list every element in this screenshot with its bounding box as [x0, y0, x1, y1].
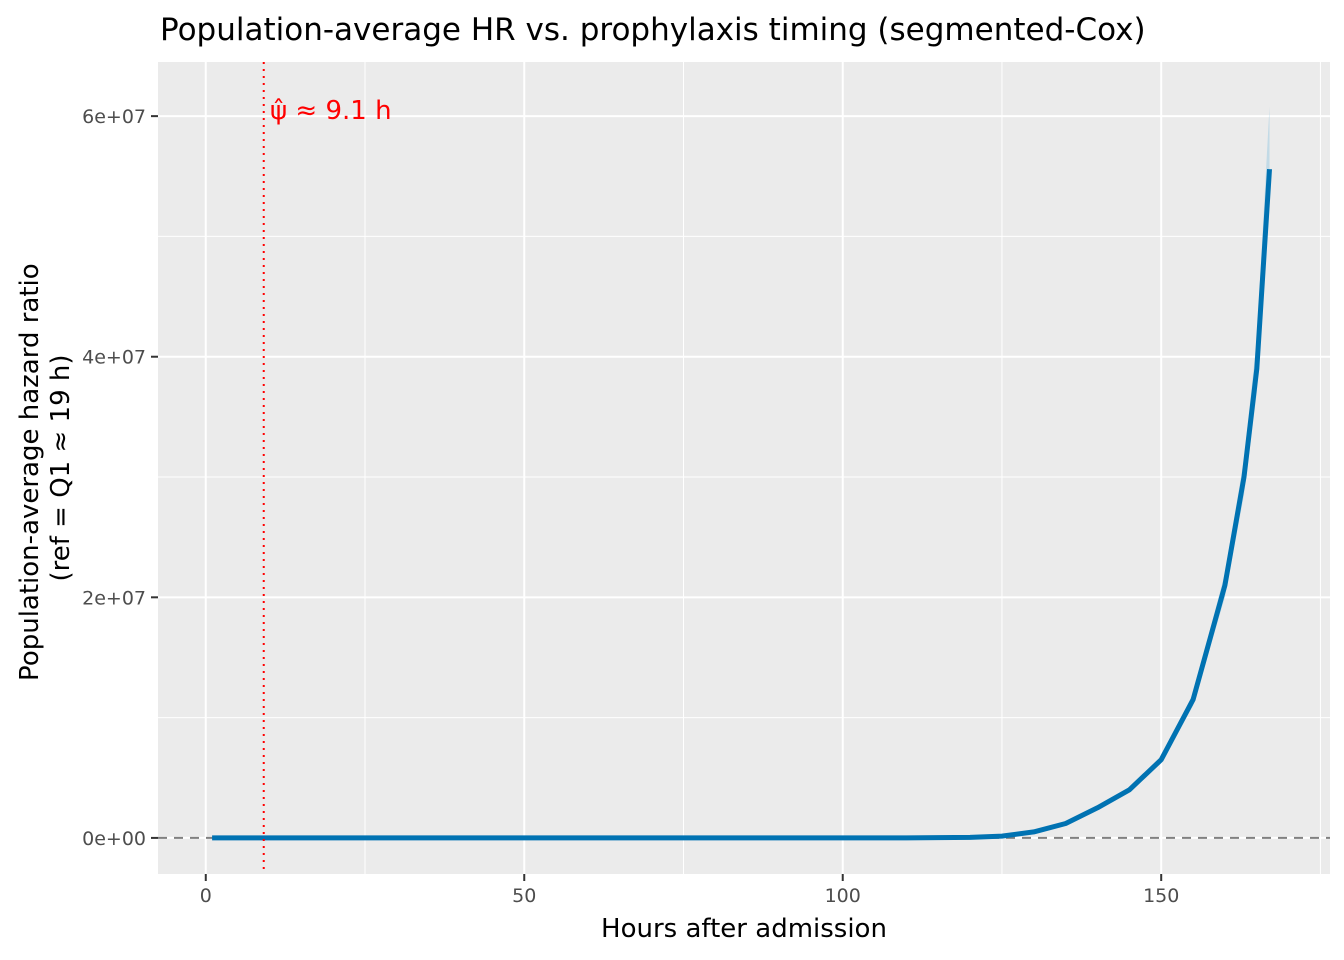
x-tick-label: 0 [200, 885, 212, 907]
chart-title: Population-average HR vs. prophylaxis ti… [160, 12, 1146, 48]
y-tick-label: 4e+07 [82, 347, 146, 369]
x-axis-ticks: 0 50 100 150 [200, 874, 1179, 907]
x-tick-label: 50 [512, 885, 536, 907]
y-tick-label: 0e+00 [82, 828, 146, 850]
minor-gridlines [158, 62, 1330, 874]
y-tick-label: 2e+07 [82, 587, 146, 609]
y-axis-title-line-2: (ref = Q1 ≈ 19 h) [46, 354, 76, 581]
x-axis-title: Hours after admission [601, 914, 887, 944]
plot-panel [158, 62, 1330, 874]
y-axis-title: Population-average hazard ratio (ref = Q… [15, 255, 76, 681]
x-tick-label: 100 [825, 885, 861, 907]
y-axis-title-line-1: Population-average hazard ratio [15, 263, 45, 681]
y-tick-label: 6e+07 [82, 106, 146, 128]
breakpoint-label: ψ̂ ≈ 9.1 h [270, 96, 392, 126]
y-axis-ticks: 0e+00 2e+07 4e+07 6e+07 [82, 106, 158, 850]
hr-curve [212, 168, 1272, 841]
series-lines [212, 168, 1272, 841]
x-tick-label: 150 [1143, 885, 1179, 907]
